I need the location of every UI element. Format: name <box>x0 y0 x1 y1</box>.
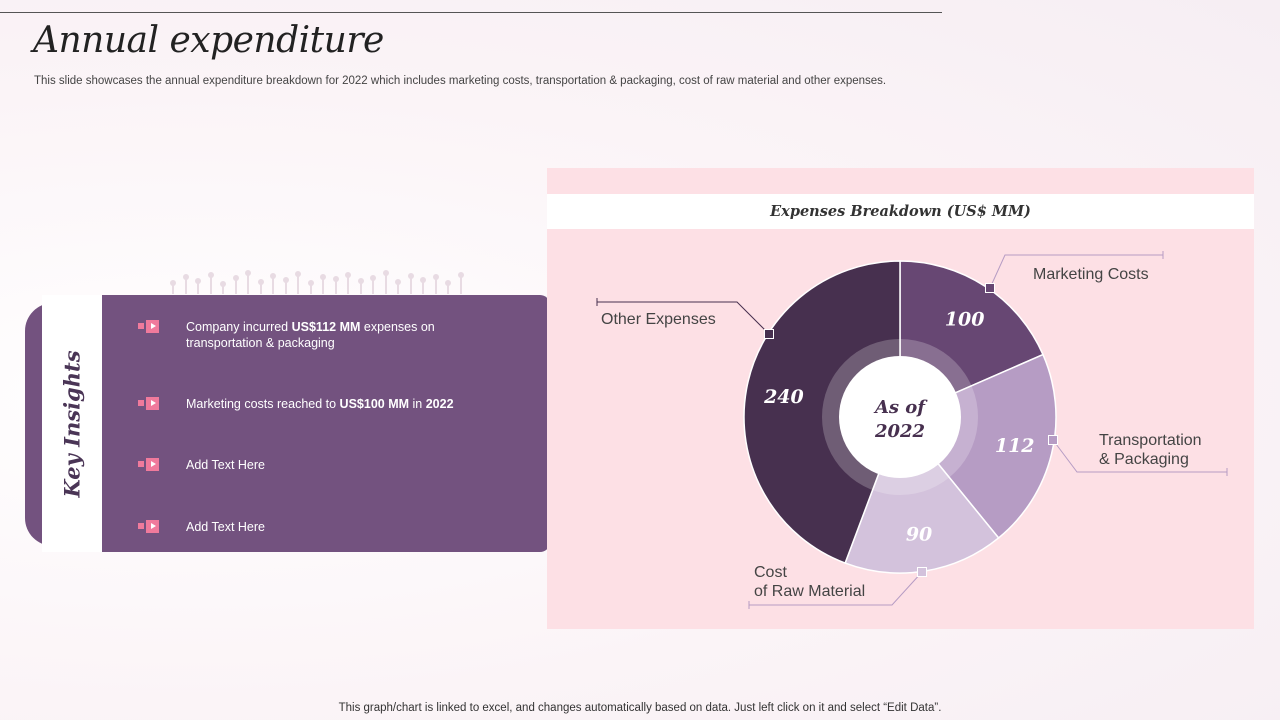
callout-marker <box>917 567 927 577</box>
decorative-pin <box>207 272 214 294</box>
callout-marker <box>1048 435 1058 445</box>
decorative-pin <box>382 270 389 294</box>
decorative-pin <box>332 276 339 294</box>
insight-text: Add Text Here <box>186 520 265 534</box>
callout-marker <box>764 329 774 339</box>
decorative-pin <box>407 273 414 294</box>
data-label: 90 <box>906 523 932 545</box>
footer-note: This graph/chart is linked to excel, and… <box>338 702 942 714</box>
insight-text: Marketing costs reached to US$100 MM in … <box>186 397 454 411</box>
decorative-pin <box>182 274 189 294</box>
leader-line <box>597 301 770 335</box>
chart-title: Expenses Breakdown (US$ MM) <box>770 203 1031 220</box>
decorative-pin <box>307 280 314 294</box>
arrow-bullet-icon <box>138 320 159 333</box>
insights-card: Company incurred US$112 MM expenses on t… <box>102 295 550 552</box>
decorative-pin <box>257 279 264 294</box>
decorative-pin <box>245 270 251 294</box>
slice-label: of Raw Material <box>754 583 865 600</box>
decorative-pin <box>232 275 239 294</box>
decorative-pin <box>270 273 276 294</box>
page-subtitle: This slide showcases the annual expendit… <box>34 75 887 87</box>
arrow-bullet-icon <box>138 397 159 410</box>
pie-slice-other-expenses[interactable] <box>743 260 901 565</box>
pie-chart[interactable]: As of 2022 100 112 90 240 Marketing Costs Trans… <box>547 229 1254 629</box>
slice-label: Transportation <box>1099 432 1202 449</box>
callout-marker <box>985 283 995 293</box>
data-label: 112 <box>995 435 1035 457</box>
center-label: 2022 <box>874 421 925 442</box>
donut-center <box>839 356 961 478</box>
arrow-bullet-icon <box>138 458 159 471</box>
insight-item-4: Add Text Here <box>102 519 550 535</box>
slice-label: Cost <box>754 564 787 581</box>
decorative-pin <box>320 274 326 294</box>
arrow-bullet-icon <box>138 520 159 533</box>
insight-item-1: Company incurred US$112 MM expenses on t… <box>102 319 550 351</box>
slice-label: Marketing Costs <box>1033 266 1149 283</box>
decorative-pin <box>295 271 301 294</box>
insight-text: Company incurred US$112 MM expenses on t… <box>186 320 435 350</box>
decorative-pin <box>420 277 426 294</box>
insight-text: Add Text Here <box>186 458 265 472</box>
slice-label: Other Expenses <box>601 311 716 328</box>
decorative-pin <box>170 280 176 294</box>
center-label: As of <box>873 397 928 418</box>
data-label: 100 <box>945 308 985 330</box>
decorative-pin <box>282 277 289 294</box>
decorative-pin <box>345 272 351 294</box>
decorative-pin <box>445 280 451 294</box>
insight-item-2: Marketing costs reached to US$100 MM in … <box>102 396 550 412</box>
data-label: 240 <box>763 386 804 408</box>
decorative-pin <box>195 278 201 294</box>
decorative-pin <box>457 272 464 294</box>
slice-label: & Packaging <box>1099 451 1189 468</box>
decorative-pin <box>370 275 376 294</box>
top-rule <box>0 12 942 13</box>
page-title: Annual expenditure <box>33 20 384 61</box>
decorative-pin <box>220 281 226 294</box>
decorative-pin <box>357 278 364 294</box>
decorative-pin <box>395 279 401 294</box>
leader-line <box>989 254 1163 289</box>
chart-header: Expenses Breakdown (US$ MM) <box>547 194 1254 229</box>
leader-line <box>749 571 923 606</box>
decorative-pins <box>170 270 472 294</box>
leader-line <box>1052 439 1227 473</box>
insight-item-3: Add Text Here <box>102 457 550 473</box>
decorative-pin <box>432 274 439 294</box>
insights-heading: Key Insights <box>59 350 85 498</box>
